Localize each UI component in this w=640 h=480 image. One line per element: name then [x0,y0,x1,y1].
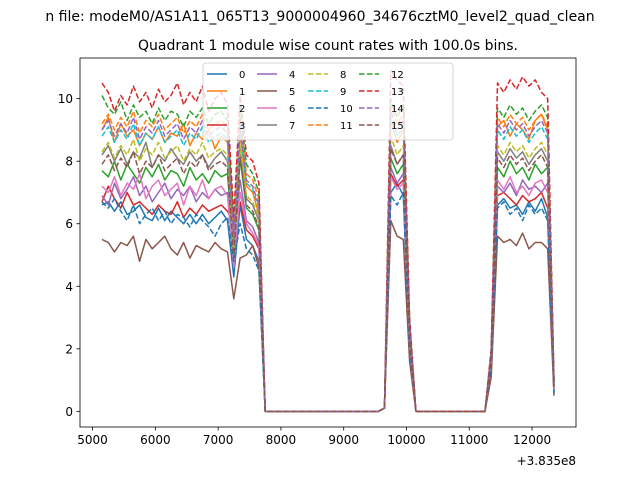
legend-label: 13 [391,87,404,98]
legend-item-5: 5 [257,87,295,98]
x-tick-label: 10000 [387,433,425,447]
x-tick-label: 12000 [513,433,551,447]
x-tick-label: 9000 [328,433,359,447]
legend-item-7: 7 [257,121,295,132]
legend-item-9: 9 [308,87,346,98]
series-layer [101,69,555,413]
legend-label: 10 [340,104,353,115]
legend-frame [202,62,454,141]
plot-area: 5000 6000 7000 8000 9000 10000 11000 12000 0 2 4 6… [58,57,577,447]
legend-label: 7 [289,121,295,132]
legend-label: 5 [289,87,295,98]
legend-item-15: 15 [359,121,404,132]
legend-label: 8 [340,70,346,81]
legend-label: 0 [239,70,245,81]
y-tick-label: 4 [65,280,73,294]
legend-item-8: 8 [308,70,346,81]
legend-label: 3 [239,121,245,132]
legend-item-2: 2 [207,104,245,115]
legend-label: 9 [340,87,346,98]
chart-title: Quadrant 1 module wise count rates with … [138,38,518,54]
legend-label: 11 [340,121,353,132]
legend-label: 14 [391,104,404,115]
y-tick-label: 6 [65,217,73,231]
x-axis: 5000 6000 7000 8000 9000 10000 11000 12000 [77,427,551,447]
y-tick-label: 0 [65,405,73,419]
x-tick-label: 11000 [450,433,488,447]
x-tick-label: 6000 [140,433,171,447]
legend-item-1: 1 [207,87,245,98]
legend-item-13: 13 [359,87,404,98]
y-axis: 0 2 4 6 8 10 [58,92,80,419]
legend-item-11: 11 [308,121,353,132]
legend-label: 15 [391,121,404,132]
legend-item-14: 14 [359,104,404,115]
series-line-15 [101,147,555,413]
legend-label: 12 [391,70,404,81]
legend-item-12: 12 [359,70,404,81]
legend-item-6: 6 [257,104,295,115]
legend-item-4: 4 [257,70,295,81]
y-tick-label: 8 [65,155,73,169]
legend-label: 6 [289,104,295,115]
y-tick-label: 10 [58,92,73,106]
x-tick-label: 8000 [266,433,297,447]
legend-label: 4 [289,70,295,81]
series-line-14 [101,110,555,413]
legend-item-0: 0 [207,70,245,81]
legend-label: 1 [239,87,245,98]
x-tick-label: 7000 [203,433,234,447]
legend-item-3: 3 [207,121,245,132]
legend-label: 2 [239,104,245,115]
y-tick-label: 2 [65,342,73,356]
legend-item-10: 10 [308,104,353,115]
figure-suptitle: n file: modeM0/AS1A11_065T13_9000004960_… [45,9,594,25]
x-tick-label: 5000 [77,433,108,447]
axes-frame [79,57,577,428]
x-offset-label: +3.835e8 [517,454,576,468]
